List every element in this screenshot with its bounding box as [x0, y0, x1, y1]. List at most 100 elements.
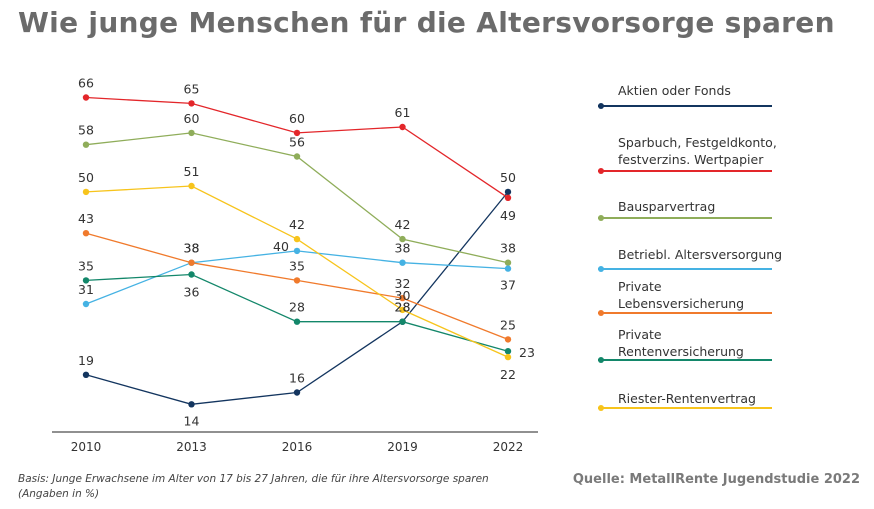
legend-item-betriebl-altersversorgung: Betriebl. Altersversorgung	[598, 246, 798, 272]
data-label-private-lebensversicherung: 25	[500, 317, 516, 332]
data-point-private-lebensversicherung	[293, 277, 301, 284]
data-point-aktien-oder-fonds	[504, 188, 512, 196]
legend-swatch-dot	[598, 265, 604, 272]
data-label-sparbuch-festgeldkonto-festverzins-wertpapier: 66	[78, 76, 94, 91]
data-label-private-lebensversicherung: 38	[184, 241, 200, 256]
data-label-aktien-oder-fonds: 14	[184, 413, 200, 428]
legend-item-bausparvertrag: Bausparvertrag	[598, 198, 798, 221]
data-label-private-rentenversicherung: 36	[184, 285, 200, 300]
legend-swatch-line	[598, 312, 772, 314]
legend-item-riester-rentenvertrag: Riester-Rentenvertrag	[598, 390, 798, 411]
data-point-private-rentenversicherung	[188, 271, 195, 278]
legend-item-aktien-oder-fonds: Aktien oder Fonds	[598, 82, 798, 109]
data-label-betriebl-altersversorgung: 40	[273, 239, 289, 254]
data-point-sparbuch-festgeldkonto-festverzins-wertpapier	[293, 129, 301, 137]
data-point-bausparvertrag	[188, 129, 195, 137]
data-label-betriebl-altersversorgung: 38	[395, 241, 411, 256]
data-point-bausparvertrag	[399, 235, 406, 243]
data-label-aktien-oder-fonds: 28	[395, 300, 411, 315]
legend-swatch-line	[598, 217, 772, 219]
x-tick-label: 2022	[493, 440, 524, 454]
legend-swatch-dot	[598, 214, 604, 221]
legend-swatch-dot	[598, 404, 604, 411]
data-point-bausparvertrag	[82, 141, 90, 148]
data-label-private-rentenversicherung: 23	[519, 345, 535, 360]
data-point-riester-rentenvertrag	[293, 235, 301, 243]
data-label-sparbuch-festgeldkonto-festverzins-wertpapier: 60	[289, 111, 305, 126]
legend-swatch-line	[598, 105, 772, 107]
data-point-private-lebensversicherung	[82, 230, 90, 237]
data-label-betriebl-altersversorgung: 31	[78, 282, 94, 297]
data-label-sparbuch-festgeldkonto-festverzins-wertpapier: 65	[184, 81, 200, 96]
data-point-riester-rentenvertrag	[504, 353, 512, 361]
data-label-sparbuch-festgeldkonto-festverzins-wertpapier: 49	[500, 208, 516, 223]
data-point-sparbuch-festgeldkonto-festverzins-wertpapier	[82, 94, 90, 101]
data-label-betriebl-altersversorgung: 38	[184, 241, 200, 256]
data-label-private-rentenversicherung: 28	[289, 300, 305, 315]
data-label-private-lebensversicherung: 32	[395, 276, 411, 291]
data-label-private-lebensversicherung: 35	[289, 258, 305, 273]
line-chart: 2010 2013 2016 2019 2022 19 14 16 28 50 66 65 60 61 4…	[52, 76, 538, 454]
legend-label: Bausparvertrag	[618, 199, 716, 214]
footnote-basis: Basis: Junge Erwachsene im Alter von 17 …	[18, 473, 489, 500]
data-point-private-rentenversicherung	[504, 348, 512, 355]
data-point-betriebl-altersversorgung	[293, 247, 301, 255]
data-label-riester-rentenvertrag: 42	[289, 217, 305, 232]
data-point-private-rentenversicherung	[293, 318, 301, 325]
data-point-sparbuch-festgeldkonto-festverzins-wertpapier	[188, 100, 195, 107]
legend-item-private-rentenversicherung: Private Rentenversicherung	[598, 326, 798, 363]
legend-swatch-dot	[598, 102, 604, 109]
data-label-betriebl-altersversorgung: 37	[500, 278, 516, 293]
data-label-aktien-oder-fonds: 19	[78, 353, 94, 368]
legend-label: Private Lebensversicherung	[618, 279, 745, 311]
data-point-aktien-oder-fonds	[188, 401, 195, 408]
data-label-riester-rentenvertrag: 50	[78, 170, 94, 185]
chart-title: Wie junge Menschen für die Altersvorsorg…	[18, 6, 835, 39]
data-point-private-rentenversicherung	[399, 318, 406, 325]
x-tick-label: 2016	[282, 440, 313, 454]
data-point-aktien-oder-fonds	[82, 371, 90, 378]
data-label-bausparvertrag: 60	[184, 111, 200, 126]
data-point-bausparvertrag	[504, 259, 512, 266]
legend-label: Aktien oder Fonds	[618, 83, 731, 98]
legend-swatch-line	[598, 268, 772, 270]
data-label-riester-rentenvertrag: 22	[500, 367, 516, 382]
legend-swatch-line	[598, 407, 772, 409]
data-label-bausparvertrag: 58	[78, 123, 94, 138]
data-label-bausparvertrag: 56	[289, 135, 305, 150]
data-point-riester-rentenvertrag	[399, 306, 406, 314]
data-label-bausparvertrag: 38	[500, 241, 516, 256]
legend-label: Riester-Rentenvertrag	[618, 391, 756, 406]
data-point-sparbuch-festgeldkonto-festverzins-wertpapier	[504, 194, 512, 201]
data-point-betriebl-altersversorgung	[399, 259, 406, 266]
series-line-bausparvertrag	[85, 132, 509, 264]
legend-item-private-lebensversicherung: Private Lebensversicherung	[598, 278, 798, 316]
data-label-private-rentenversicherung: 35	[78, 258, 94, 273]
data-point-private-lebensversicherung	[188, 259, 195, 266]
legend-swatch-line	[598, 170, 772, 172]
data-point-riester-rentenvertrag	[188, 182, 195, 190]
legend-label: Private Rentenversicherung	[618, 327, 744, 359]
legend-swatch-dot	[598, 356, 604, 363]
x-tick-label: 2013	[176, 440, 207, 454]
data-label-private-lebensversicherung: 43	[78, 211, 94, 226]
data-point-riester-rentenvertrag	[82, 188, 90, 196]
data-label-private-rentenversicherung: 28	[395, 300, 411, 315]
legend-label: Betriebl. Altersversorgung	[618, 247, 783, 262]
data-point-private-lebensversicherung	[399, 294, 406, 302]
data-point-sparbuch-festgeldkonto-festverzins-wertpapier	[399, 123, 406, 131]
data-point-aktien-oder-fonds	[293, 389, 301, 396]
x-tick-label: 2010	[71, 440, 102, 454]
data-label-riester-rentenvertrag: 30	[395, 288, 411, 303]
legend-swatch-dot	[598, 309, 604, 316]
data-label-aktien-oder-fonds: 16	[289, 371, 305, 386]
data-label-aktien-oder-fonds: 50	[500, 170, 516, 185]
data-label-riester-rentenvertrag: 51	[184, 164, 200, 179]
legend-swatch-dot	[598, 167, 604, 174]
x-tick-label: 2019	[387, 440, 418, 454]
legend-swatch-line	[598, 359, 772, 361]
data-point-bausparvertrag	[293, 153, 301, 160]
data-point-betriebl-altersversorgung	[82, 300, 90, 308]
legend-item-sparbuch-festgeldkonto-festverzins-wertpapier: Sparbuch, Festgeldkonto, festverzins. Wer…	[598, 134, 798, 174]
data-label-sparbuch-festgeldkonto-festverzins-wertpapier: 61	[395, 105, 411, 120]
